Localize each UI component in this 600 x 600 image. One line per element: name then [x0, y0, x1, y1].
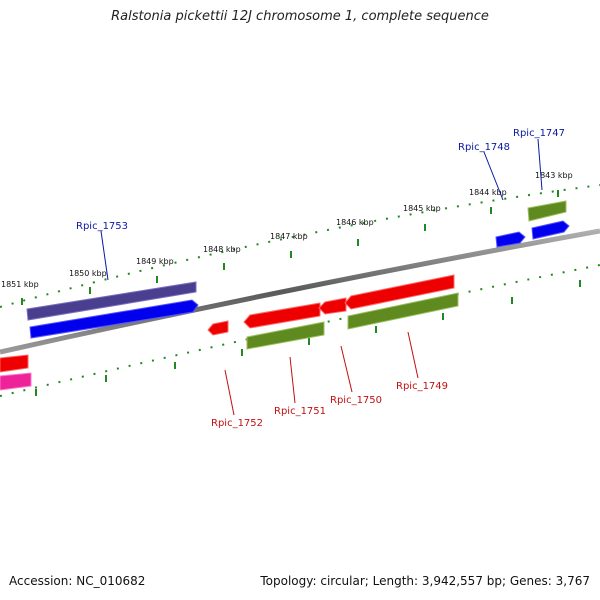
- feature-green-rpic1747: [527, 200, 567, 222]
- gene-label-rpic1747: Rpic_1747: [513, 128, 565, 139]
- feature-red-rpic1749: [344, 274, 455, 310]
- feature-red-rpic1751: [243, 302, 321, 329]
- feature-blue-rpic1748: [495, 231, 526, 248]
- kbp-label-1851: 1851 kbp: [1, 280, 39, 289]
- kbp-label-1848: 1848 kbp: [203, 245, 241, 254]
- gene-label-rpic1751: Rpic_1751: [274, 406, 326, 417]
- kbp-label-1847: 1847 kbp: [270, 232, 308, 241]
- feature-blue-rpic1753: [29, 299, 199, 339]
- map-title: Ralstonia pickettii 12J chromosome 1, co…: [111, 9, 489, 24]
- kbp-label-1843: 1843 kbp: [535, 171, 573, 180]
- gene-label-rpic1749: Rpic_1749: [396, 381, 448, 392]
- feature-blue-rpic1747: [531, 220, 570, 240]
- feature-pink-edge: [0, 372, 32, 391]
- feature-red-rpic1750: [318, 297, 347, 315]
- gene-label-rpic1752: Rpic_1752: [211, 418, 263, 429]
- outer-major-ticks: [21, 190, 559, 305]
- feature-green-rpic1749: [347, 292, 459, 330]
- kbp-label-1850: 1850 kbp: [69, 269, 107, 278]
- gene-label-rpic1748: Rpic_1748: [458, 142, 510, 153]
- gene-label-rpic1753: Rpic_1753: [76, 221, 128, 232]
- chromosome-backbone: [0, 228, 600, 355]
- kbp-label-1849: 1849 kbp: [136, 257, 174, 266]
- gene-label-rpic1750: Rpic_1750: [330, 395, 382, 406]
- accession-text: Accession: NC_010682: [9, 574, 146, 588]
- feature-red-rpic1752: [207, 320, 229, 336]
- label-leaders: [100, 138, 543, 416]
- feature-green-rpic1751: [246, 321, 325, 350]
- feature-purple: [26, 281, 197, 321]
- topology-text: Topology: circular; Length: 3,942,557 bp…: [260, 574, 590, 588]
- kbp-label-1844: 1844 kbp: [469, 188, 507, 197]
- inner-scale-track: [0, 264, 600, 397]
- kbp-label-1846: 1846 kbp: [336, 218, 374, 227]
- inner-major-ticks: [35, 280, 581, 396]
- feature-red-edge: [0, 354, 29, 373]
- kbp-label-1845: 1845 kbp: [403, 204, 441, 213]
